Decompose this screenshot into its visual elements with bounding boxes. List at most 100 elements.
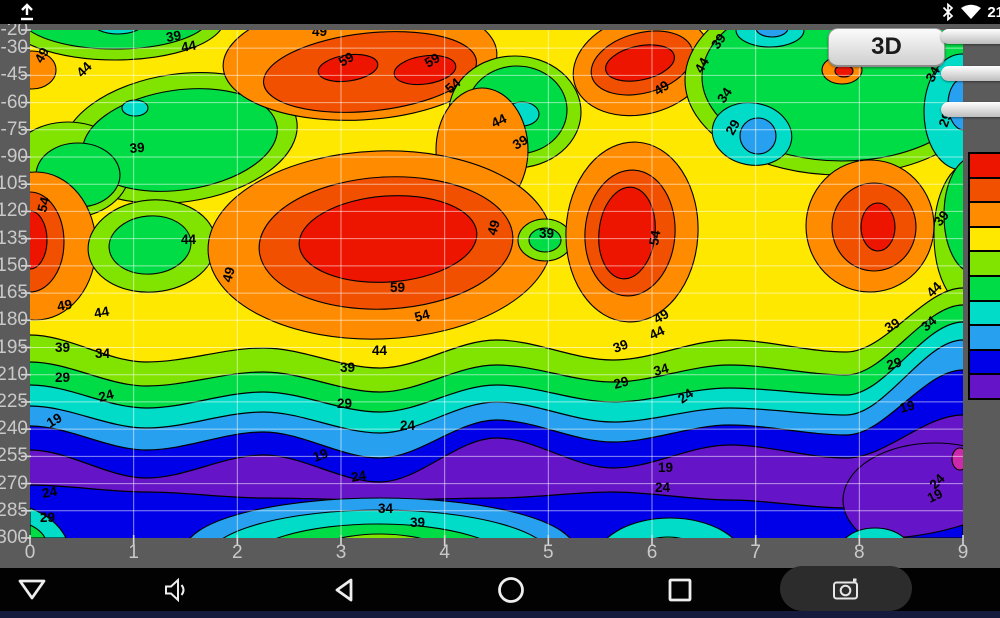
y-axis-tick-label: -270	[0, 472, 28, 494]
svg-text:54: 54	[34, 195, 53, 214]
svg-text:19: 19	[44, 410, 65, 431]
y-axis-tick-label: -150	[0, 254, 28, 276]
svg-text:39: 39	[708, 31, 729, 52]
y-axis-tick-label: -195	[0, 336, 28, 358]
y-axis-tick-label: -210	[0, 363, 28, 385]
x-axis-tick-label: 1	[128, 542, 139, 563]
svg-text:44: 44	[692, 55, 713, 76]
back-icon	[335, 578, 353, 601]
color-scale-legend	[968, 152, 1000, 400]
contour-plot[interactable]: 49 44 39 44 49 59 59 54 44 39 49 44 39 34 29 34 29 39 54 44…	[21, 28, 964, 546]
svg-text:39: 39	[510, 132, 531, 153]
keyboard-hide-icon	[18, 579, 46, 599]
y-axis-tick-label: -285	[0, 499, 28, 521]
home-button[interactable]	[495, 568, 527, 611]
volume-button[interactable]	[160, 568, 192, 611]
side-handle-2[interactable]	[941, 66, 1000, 81]
x-axis-tick-label: 6	[646, 542, 658, 563]
svg-text:34: 34	[95, 346, 111, 361]
y-axis-tick-label: -45	[0, 64, 28, 86]
y-axis-tick-label: -165	[0, 282, 28, 304]
keyboard-hide-button[interactable]	[8, 568, 54, 611]
screen-edge-strip	[0, 611, 1000, 618]
x-axis-tick-label: 9	[957, 542, 969, 563]
svg-text:39: 39	[340, 360, 355, 375]
svg-text:39: 39	[882, 315, 903, 336]
svg-text:44: 44	[180, 37, 198, 54]
color-scale-segment	[970, 154, 1000, 179]
x-axis-tick-label: 4	[439, 542, 450, 563]
y-axis-tick-label: -30	[0, 37, 28, 59]
svg-text:49: 49	[651, 306, 672, 327]
color-scale-segment	[970, 252, 1000, 277]
color-scale-segment	[970, 375, 1000, 398]
y-axis-tick-label: -135	[0, 227, 28, 249]
svg-text:44: 44	[93, 303, 111, 320]
svg-text:24: 24	[655, 480, 671, 495]
y-axis-tick-label: -180	[0, 309, 28, 331]
wifi-icon	[961, 4, 982, 19]
svg-text:59: 59	[336, 49, 357, 70]
svg-text:29: 29	[40, 510, 55, 525]
y-axis-tick-label: -225	[0, 390, 28, 412]
svg-text:44: 44	[181, 232, 197, 247]
axis-ticks	[21, 29, 964, 546]
y-axis-tick-label: -105	[0, 173, 28, 195]
svg-text:59: 59	[422, 50, 443, 71]
svg-text:39: 39	[931, 208, 952, 229]
view-3d-button[interactable]: 3D	[828, 28, 945, 67]
x-axis-tick-label: 8	[854, 542, 865, 563]
color-scale-segment	[970, 227, 1000, 253]
side-handle-1[interactable]	[941, 29, 1000, 44]
svg-text:39: 39	[611, 337, 630, 356]
svg-text:19: 19	[311, 446, 330, 465]
x-axis-tick-label: 3	[335, 542, 347, 563]
svg-text:44: 44	[489, 111, 509, 131]
y-axis-tick-label: -120	[0, 200, 28, 222]
home-icon	[498, 576, 524, 603]
color-scale-segment	[970, 203, 1000, 228]
volume-icon	[165, 577, 185, 602]
color-scale-segment	[970, 301, 1000, 327]
grid-lines	[30, 30, 963, 538]
x-axis-tick-label: 0	[24, 542, 36, 563]
svg-text:39: 39	[539, 226, 554, 241]
camera-icon	[833, 578, 858, 599]
svg-text:49: 49	[484, 218, 502, 236]
color-scale-segment	[970, 276, 1000, 302]
x-axis-tick-label: 7	[750, 542, 761, 563]
svg-text:39: 39	[55, 340, 70, 355]
y-axis-tick-label: -90	[0, 146, 28, 167]
recents-button[interactable]	[664, 568, 696, 611]
svg-text:49: 49	[651, 78, 672, 99]
svg-text:29: 29	[337, 396, 352, 411]
bottom-features	[30, 442, 963, 538]
svg-text:49: 49	[219, 265, 237, 283]
back-button[interactable]	[328, 568, 360, 611]
svg-text:49: 49	[312, 24, 327, 39]
x-axis-tick-label: 2	[232, 542, 243, 563]
svg-text:24: 24	[97, 386, 116, 405]
svg-text:34: 34	[378, 501, 394, 516]
svg-text:49: 49	[32, 45, 53, 66]
svg-text:19: 19	[925, 486, 945, 506]
svg-text:29: 29	[723, 117, 744, 138]
svg-text:19: 19	[898, 398, 916, 416]
svg-text:59: 59	[390, 280, 405, 295]
status-clock: 21	[987, 3, 1000, 21]
y-axis-tick-label: -20	[0, 19, 28, 40]
screenshot-camera-button[interactable]	[780, 566, 912, 611]
side-handle-3[interactable]	[941, 102, 1000, 117]
color-scale-segment	[970, 178, 1000, 204]
svg-text:34: 34	[652, 360, 671, 379]
y-axis-tick-label: -60	[0, 91, 28, 113]
svg-text:54: 54	[646, 229, 663, 247]
svg-text:44: 44	[647, 323, 667, 343]
svg-text:39: 39	[129, 140, 145, 156]
navigation-bar	[0, 566, 1000, 611]
svg-text:24: 24	[41, 483, 59, 500]
svg-text:24: 24	[350, 467, 368, 484]
svg-text:39: 39	[165, 28, 182, 45]
bluetooth-icon	[943, 3, 954, 21]
